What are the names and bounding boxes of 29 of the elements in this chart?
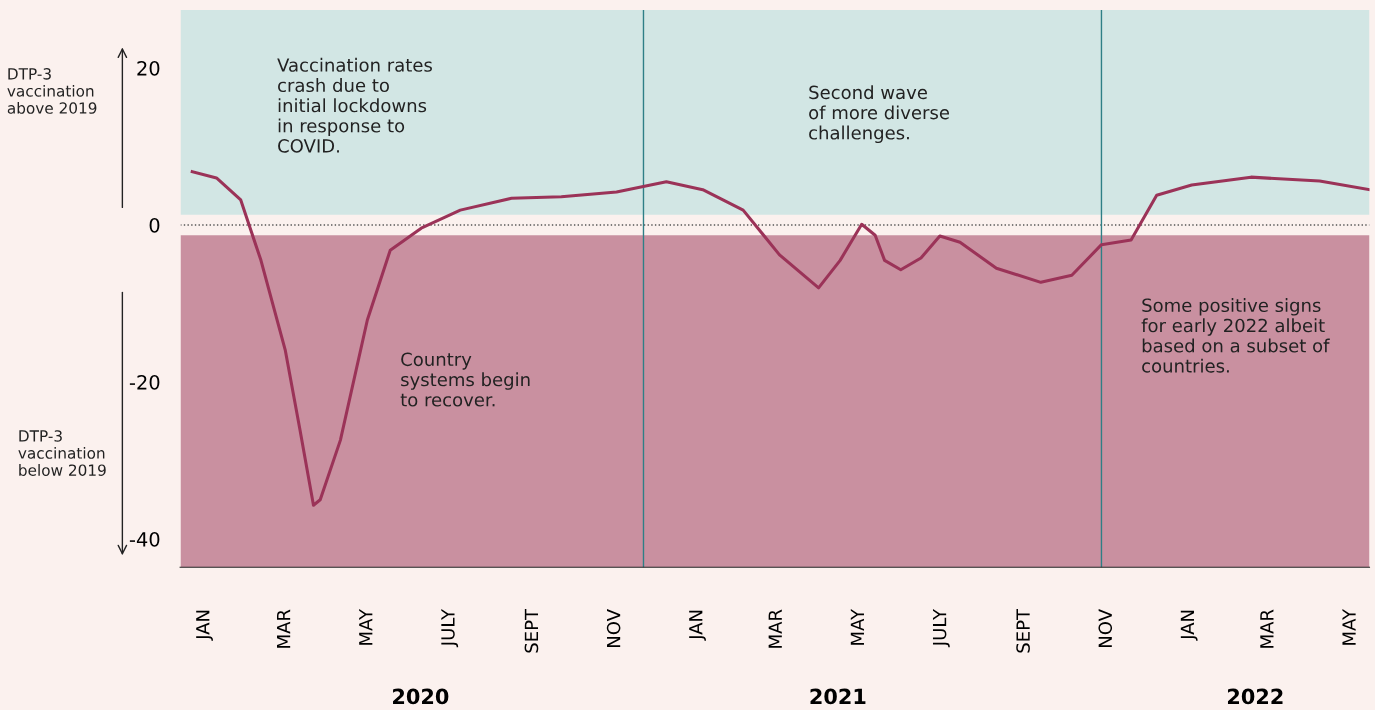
x-tick-label: JULY <box>932 608 950 648</box>
y-tick-label: 0 <box>149 217 160 233</box>
x-tick-label: MAY <box>359 608 373 645</box>
x-tick-label: JAN <box>1180 610 1198 641</box>
annotation: Vaccination rates crash due to initial lockdowns in response to COVID. <box>277 57 432 153</box>
annotation: Country systems begin to recover. <box>400 352 530 407</box>
x-tick-label: SEPT <box>1016 608 1030 653</box>
x-tick-label: JULY <box>441 608 459 648</box>
text: 2020 <box>393 688 449 705</box>
text: 2022 <box>1227 688 1283 705</box>
y-tick-label: -40 <box>129 531 160 547</box>
annotation: Second wave of more diverse challenges. <box>809 85 950 144</box>
text: DTP-3 vaccination above 2019 <box>7 68 97 114</box>
annotation: Some positive signs for early 2022 albeit based on a subset of countries. <box>1141 298 1330 373</box>
x-tick-label: NOV <box>606 609 621 647</box>
x-tick-label: JAN <box>196 610 213 641</box>
y-tick-label: -20 <box>129 374 160 390</box>
x-tick-label: MAR <box>768 609 782 648</box>
x-tick-label: MAR <box>1260 609 1274 648</box>
x-tick-label: MAY <box>1342 608 1356 645</box>
x-tick-label: SEPT <box>524 608 539 653</box>
x-tick-label: MAY <box>850 608 864 645</box>
x-tick-label: JAN <box>689 610 706 641</box>
x-tick-label: NOV <box>1098 609 1113 647</box>
y-tick-label: 20 <box>137 60 160 76</box>
text: DTP-3 vaccination below 2019 <box>18 430 106 476</box>
text: 2021 <box>810 688 866 705</box>
line-series <box>190 170 1370 507</box>
x-tick-label: MAR <box>277 609 291 648</box>
